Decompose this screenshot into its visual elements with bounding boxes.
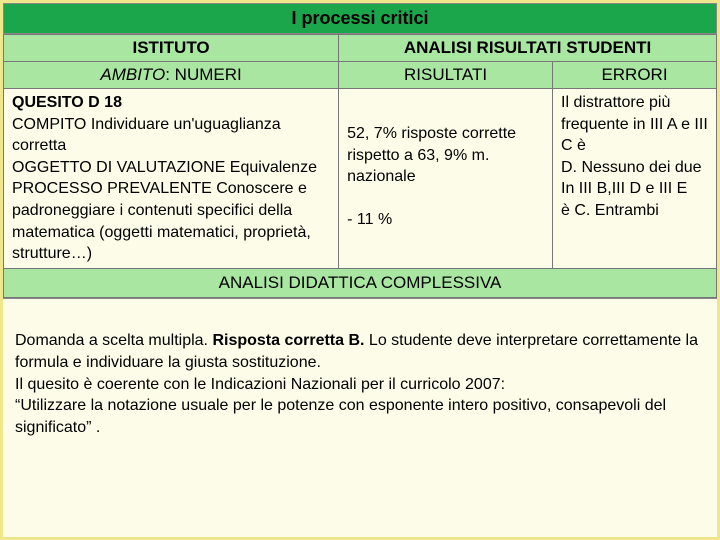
cell-risultati: 52, 7% risposte corrette rispetto a 63, …: [339, 89, 553, 269]
hdr-istituto: ISTITUTO: [4, 35, 339, 62]
body-bold: Risposta corretta B.: [212, 332, 368, 349]
slide-title: I processi critici: [3, 3, 717, 34]
body-text: Domanda a scelta multipla. Risposta corr…: [3, 298, 717, 537]
header-row: ISTITUTO ANALISI RISULTATI STUDENTI: [4, 35, 717, 62]
body-pre: Domanda a scelta multipla.: [15, 332, 212, 349]
quesito-title: QUESITO D 18: [12, 94, 122, 111]
hdr-analisi: ANALISI RISULTATI STUDENTI: [339, 35, 717, 62]
left-body: COMPITO Individuare un'uguaglianza corre…: [12, 116, 317, 263]
analisi-label: ANALISI DIDATTICA COMPLESSIVA: [4, 268, 717, 297]
sub-risultati: RISULTATI: [339, 62, 553, 89]
ambito-value: : NUMERI: [165, 65, 242, 84]
cell-errori: Il distrattore più frequente in III A e …: [553, 89, 717, 269]
analisi-row: ANALISI DIDATTICA COMPLESSIVA: [4, 268, 717, 297]
sub-errori: ERRORI: [553, 62, 717, 89]
sub-ambito: AMBITO: NUMERI: [4, 62, 339, 89]
data-table: ISTITUTO ANALISI RISULTATI STUDENTI AMBI…: [3, 34, 717, 298]
content-row: QUESITO D 18 COMPITO Individuare un'ugua…: [4, 89, 717, 269]
slide: I processi critici ISTITUTO ANALISI RISU…: [0, 0, 720, 540]
ambito-label: AMBITO: [100, 65, 165, 84]
cell-left: QUESITO D 18 COMPITO Individuare un'ugua…: [4, 89, 339, 269]
subheader-row: AMBITO: NUMERI RISULTATI ERRORI: [4, 62, 717, 89]
